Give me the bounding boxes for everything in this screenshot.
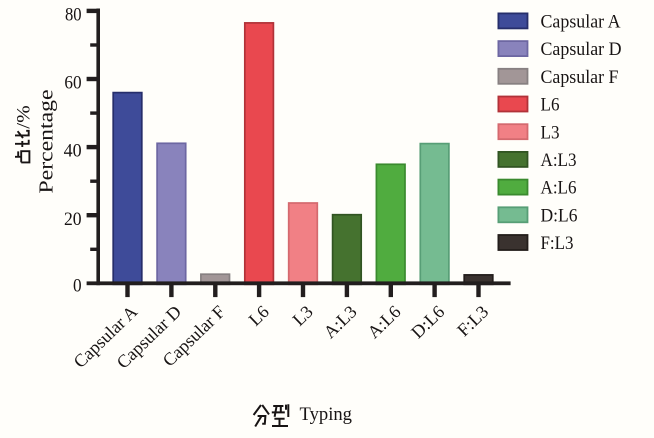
svg-text:20: 20 — [64, 209, 82, 230]
svg-text:40: 40 — [64, 141, 82, 162]
svg-text:D:L6: D:L6 — [541, 205, 578, 226]
svg-text:Capsular F: Capsular F — [541, 67, 619, 88]
svg-text:L6: L6 — [541, 95, 560, 116]
svg-text:Typing: Typing — [300, 404, 353, 425]
svg-text:60: 60 — [64, 73, 81, 94]
svg-text:Percentage: Percentage — [36, 89, 58, 193]
svg-text:A:L3: A:L3 — [541, 150, 577, 171]
svg-text:F:L3: F:L3 — [541, 233, 574, 254]
svg-text:A:L6: A:L6 — [541, 178, 577, 199]
svg-text:/%: /% — [13, 105, 34, 129]
svg-text:Capsular A: Capsular A — [541, 12, 621, 33]
svg-text:80: 80 — [65, 5, 82, 26]
svg-text:Capsular D: Capsular D — [541, 39, 622, 60]
svg-text:0: 0 — [73, 276, 82, 297]
svg-text:L3: L3 — [541, 122, 560, 143]
